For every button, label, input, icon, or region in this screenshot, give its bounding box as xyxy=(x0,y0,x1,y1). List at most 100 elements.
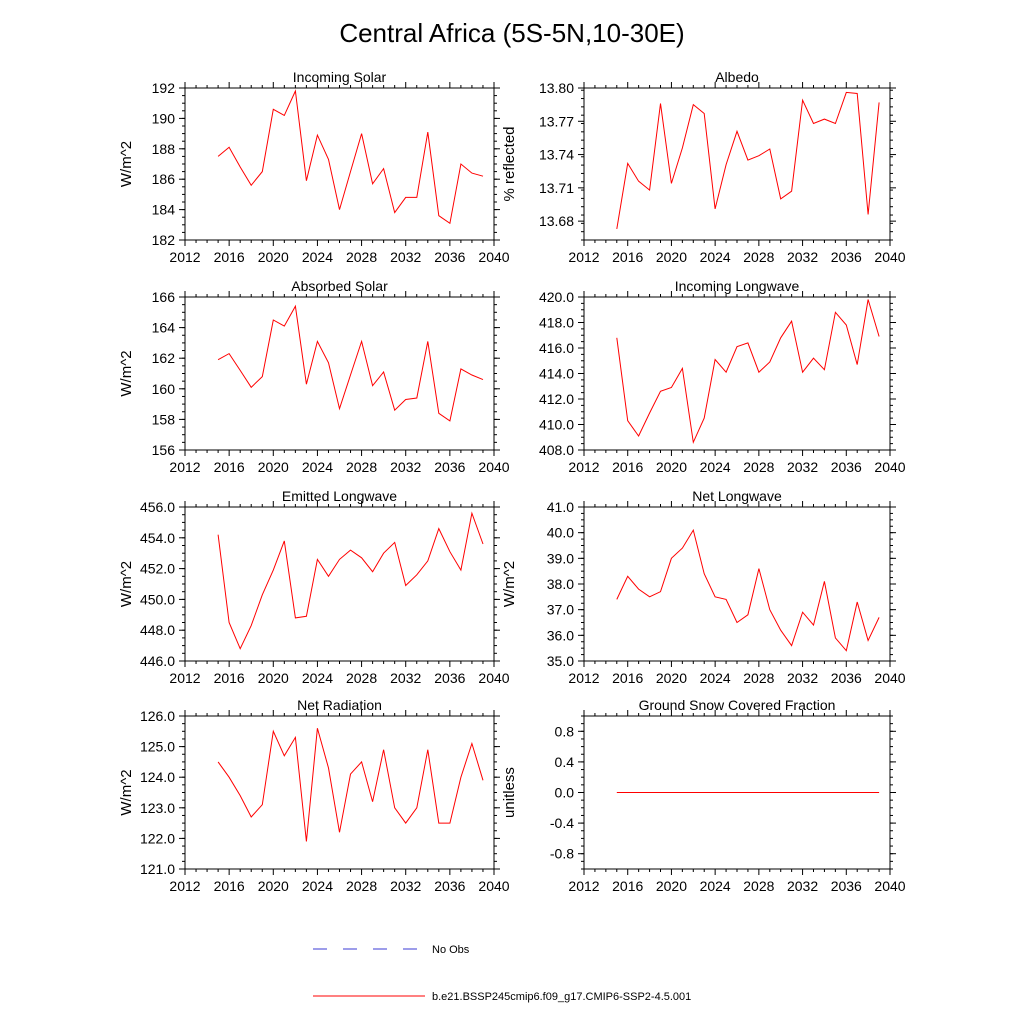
y-tick-label: 450.0 xyxy=(140,591,175,607)
y-tick-label: 121.0 xyxy=(140,861,175,877)
x-tick-label: 2032 xyxy=(390,459,421,475)
series-line xyxy=(616,528,880,652)
y-tick-label: -0.4 xyxy=(550,815,574,831)
y-tick-label: 40.0 xyxy=(547,525,574,541)
x-tick-label: 2032 xyxy=(787,878,818,894)
panel-ground-snow-covered-fraction: Ground Snow Covered Fraction 2012 2016 2020… xyxy=(501,697,906,894)
y-tick-label: 13.71 xyxy=(539,180,574,196)
x-tick-label: 2036 xyxy=(831,249,862,265)
y-tick-label: 0.0 xyxy=(555,785,575,801)
panel-absorbed-solar: Absorbed Solar 2012 2016 2020 2024 2028 2032 20… xyxy=(118,278,510,475)
y-tick-label: 166 xyxy=(152,289,176,305)
x-tick-label: 2024 xyxy=(700,249,731,265)
x-tick-label: 2020 xyxy=(656,878,687,894)
y-tick-label: 13.80 xyxy=(539,80,574,96)
x-tick-label: 2012 xyxy=(169,670,200,686)
x-tick-label: 2016 xyxy=(214,670,245,686)
x-tick-label: 2020 xyxy=(258,670,289,686)
x-tick-label: 2012 xyxy=(169,249,200,265)
y-tick-label: 456.0 xyxy=(140,499,175,515)
x-tick-label: 2036 xyxy=(831,670,862,686)
x-tick-label: 2012 xyxy=(568,670,599,686)
x-tick-label: 2036 xyxy=(831,878,862,894)
y-tick-label: 408.0 xyxy=(539,442,574,458)
x-tick-label: 2020 xyxy=(258,878,289,894)
y-axis-label: % reflected xyxy=(501,126,518,201)
panel-title: Absorbed Solar xyxy=(291,278,388,294)
plot-frame xyxy=(184,715,495,870)
y-tick-label: 13.74 xyxy=(539,147,574,163)
y-tick-label: 13.77 xyxy=(539,113,574,129)
x-tick-label: 2032 xyxy=(787,249,818,265)
x-tick-label: 2028 xyxy=(743,459,774,475)
y-tick-label: 420.0 xyxy=(539,289,574,305)
y-tick-label: 452.0 xyxy=(140,561,175,577)
series-line xyxy=(217,89,484,225)
x-tick-label: 2028 xyxy=(346,249,377,265)
y-tick-label: 412.0 xyxy=(539,391,574,407)
plot-frame xyxy=(184,87,495,241)
plot-frame xyxy=(184,296,495,451)
y-tick-label: 124.0 xyxy=(140,769,175,785)
x-tick-label: 2032 xyxy=(787,459,818,475)
x-tick-label: 2020 xyxy=(656,459,687,475)
legend-label-model-run: b.e21.BSSP245cmip6.f09_g17.CMIP6-SSP2-4.… xyxy=(432,991,691,1003)
panel-incoming-longwave: Incoming Longwave 2012 2016 2020 2024 2028 203… xyxy=(539,278,906,475)
y-axis-label: unitless xyxy=(501,767,518,818)
series-line xyxy=(217,304,484,422)
x-tick-label: 2024 xyxy=(700,670,731,686)
y-tick-label: 38.0 xyxy=(547,576,574,592)
series-line xyxy=(616,299,880,445)
y-tick-label: 0.8 xyxy=(555,723,575,739)
y-tick-label: 182 xyxy=(152,232,176,248)
y-tick-label: 37.0 xyxy=(547,602,574,618)
figure-title: Central Africa (5S-5N,10-30E) xyxy=(339,18,684,48)
x-tick-label: 2032 xyxy=(390,670,421,686)
y-tick-label: 186 xyxy=(152,171,176,187)
y-tick-label: 0.4 xyxy=(555,754,575,770)
y-tick-label: 446.0 xyxy=(140,653,175,669)
x-tick-label: 2040 xyxy=(478,249,509,265)
y-tick-label: 36.0 xyxy=(547,627,574,643)
y-tick-label: 454.0 xyxy=(140,530,175,546)
x-tick-label: 2012 xyxy=(169,878,200,894)
x-tick-label: 2040 xyxy=(874,459,905,475)
panel-emitted-longwave: Emitted Longwave 2012 2016 2020 2024 2028 2032… xyxy=(118,488,510,686)
plot-frame xyxy=(184,506,495,662)
y-tick-label: 122.0 xyxy=(140,830,175,846)
x-tick-label: 2028 xyxy=(743,878,774,894)
x-tick-label: 2032 xyxy=(787,670,818,686)
x-tick-label: 2028 xyxy=(743,670,774,686)
x-tick-label: 2040 xyxy=(874,670,905,686)
legend-label-no-obs: No Obs xyxy=(432,944,470,956)
plot-frame xyxy=(583,506,891,662)
x-tick-label: 2036 xyxy=(831,459,862,475)
y-tick-label: 418.0 xyxy=(539,315,574,331)
legend: No Obs b.e21.BSSP245cmip6.f09_g17.CMIP6-… xyxy=(313,944,691,1003)
x-tick-label: 2040 xyxy=(478,878,509,894)
x-tick-label: 2040 xyxy=(874,249,905,265)
x-tick-label: 2016 xyxy=(612,459,643,475)
series-line xyxy=(217,511,484,650)
y-tick-label: 35.0 xyxy=(547,653,574,669)
y-axis-label: W/m^2 xyxy=(118,350,135,396)
panel-incoming-solar: Incoming Solar 2012 2016 2020 2024 2028 2032 20… xyxy=(118,69,510,265)
x-tick-label: 2036 xyxy=(434,249,465,265)
x-tick-label: 2040 xyxy=(478,459,509,475)
x-tick-label: 2024 xyxy=(302,459,333,475)
panel-net-radiation: Net Radiation 2012 2016 2020 2024 2028 2032 203… xyxy=(118,697,510,894)
panel-title: Albedo xyxy=(715,69,759,85)
x-tick-label: 2012 xyxy=(169,459,200,475)
y-tick-label: 164 xyxy=(152,320,176,336)
x-tick-label: 2032 xyxy=(390,878,421,894)
y-tick-label: 39.0 xyxy=(547,550,574,566)
y-tick-label: 162 xyxy=(152,350,176,366)
x-tick-label: 2036 xyxy=(434,459,465,475)
x-tick-label: 2012 xyxy=(568,249,599,265)
x-tick-label: 2012 xyxy=(568,878,599,894)
x-tick-label: 2028 xyxy=(346,459,377,475)
y-tick-label: 126.0 xyxy=(140,708,175,724)
y-tick-label: 160 xyxy=(152,381,176,397)
x-tick-label: 2028 xyxy=(346,878,377,894)
